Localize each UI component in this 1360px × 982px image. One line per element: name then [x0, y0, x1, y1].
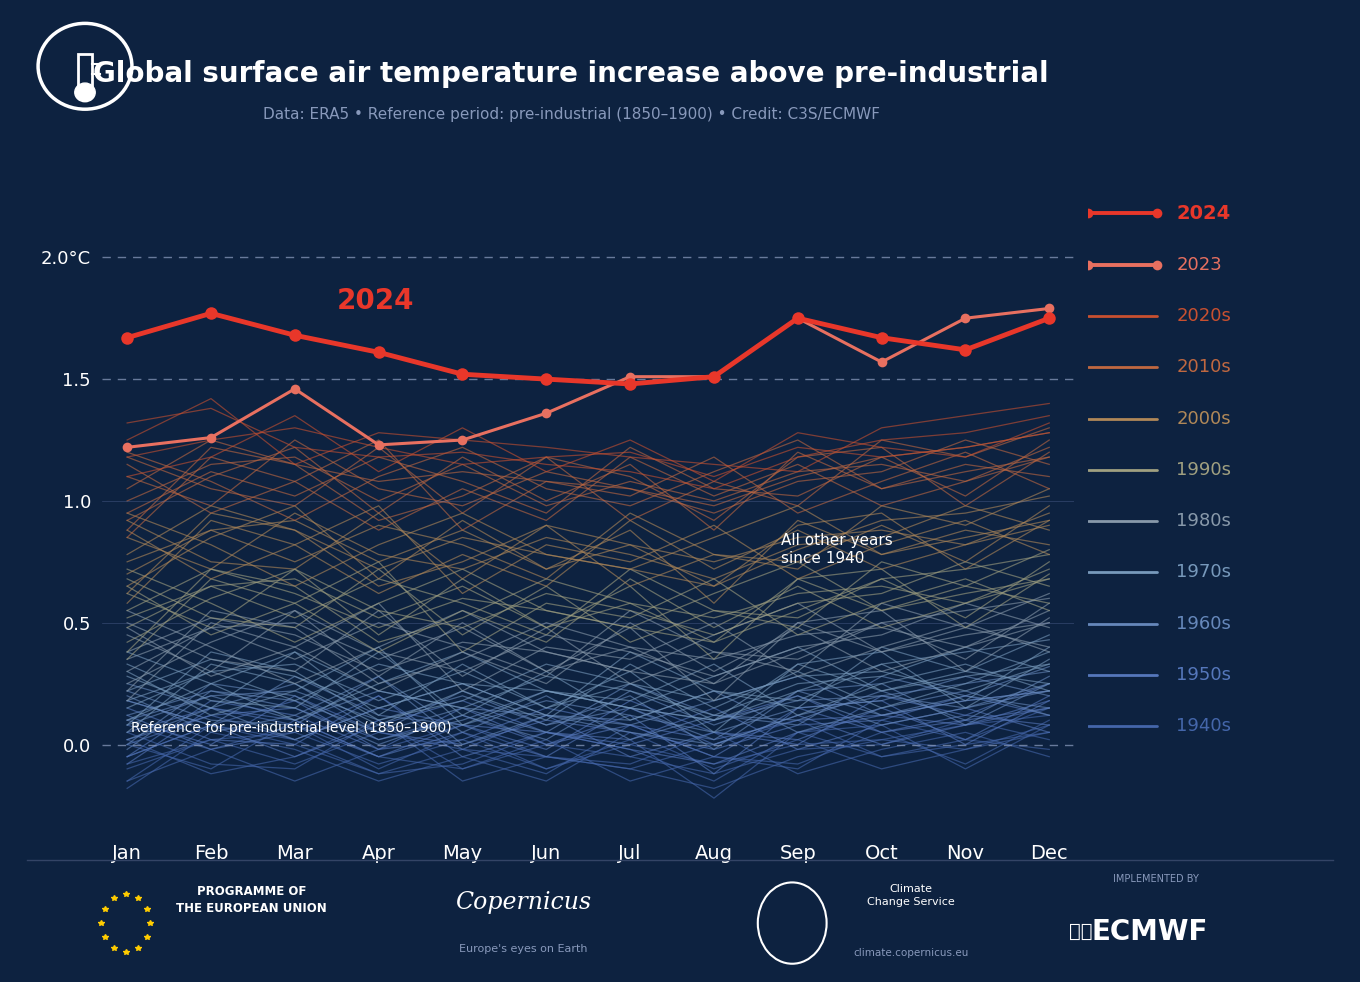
Text: 2010s: 2010s — [1176, 358, 1231, 376]
Text: IMPLEMENTED BY: IMPLEMENTED BY — [1112, 874, 1200, 884]
Text: climate.copernicus.eu: climate.copernicus.eu — [854, 948, 968, 957]
Text: 2024: 2024 — [1176, 204, 1231, 223]
Text: 1970s: 1970s — [1176, 564, 1231, 581]
Text: ECMWF: ECMWF — [1091, 917, 1208, 946]
Text: Global surface air temperature increase above pre-industrial: Global surface air temperature increase … — [94, 60, 1049, 87]
Text: 1980s: 1980s — [1176, 512, 1231, 530]
Text: Europe's eyes on Earth: Europe's eyes on Earth — [460, 944, 588, 954]
Text: ⦾⦾: ⦾⦾ — [1069, 922, 1093, 941]
Text: All other years
since 1940: All other years since 1940 — [781, 533, 892, 566]
Text: 1940s: 1940s — [1176, 717, 1231, 736]
Text: 2000s: 2000s — [1176, 409, 1231, 427]
Text: 1950s: 1950s — [1176, 666, 1231, 683]
Text: Copernicus: Copernicus — [456, 891, 592, 914]
Text: 2024: 2024 — [337, 287, 415, 315]
Text: Reference for pre-industrial level (1850–1900): Reference for pre-industrial level (1850… — [132, 721, 452, 735]
Text: Climate
Change Service: Climate Change Service — [868, 884, 955, 907]
Circle shape — [75, 83, 95, 102]
Bar — [78, 54, 92, 89]
Text: 1990s: 1990s — [1176, 461, 1231, 479]
Text: Data: ERA5 • Reference period: pre-industrial (1850–1900) • Credit: C3S/ECMWF: Data: ERA5 • Reference period: pre-indus… — [262, 107, 880, 123]
Text: 2023: 2023 — [1176, 255, 1221, 274]
Text: 2020s: 2020s — [1176, 307, 1231, 325]
Text: 1960s: 1960s — [1176, 615, 1231, 632]
Text: PROGRAMME OF
THE EUROPEAN UNION: PROGRAMME OF THE EUROPEAN UNION — [177, 885, 326, 915]
